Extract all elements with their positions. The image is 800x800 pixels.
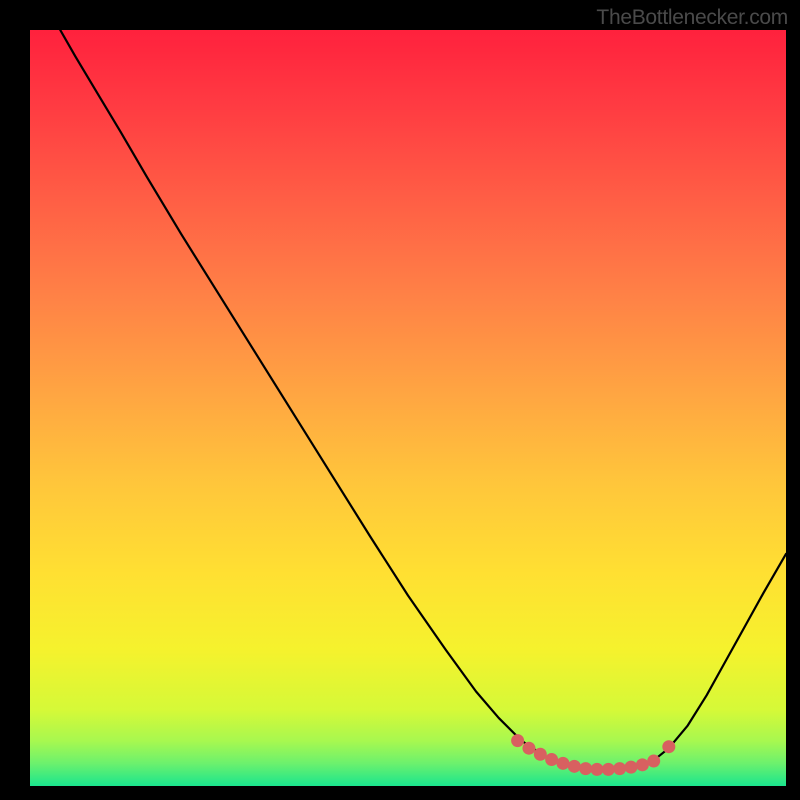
marker-point: [568, 760, 581, 773]
marker-point: [522, 742, 535, 755]
marker-point: [662, 740, 675, 753]
marker-point: [636, 758, 649, 771]
marker-group: [511, 734, 675, 776]
plot-area: [30, 30, 786, 786]
watermark-text: TheBottlenecker.com: [596, 6, 788, 30]
marker-point: [613, 762, 626, 775]
bottleneck-curve: [60, 30, 786, 769]
marker-point: [647, 755, 660, 768]
marker-point: [545, 753, 558, 766]
marker-point: [591, 763, 604, 776]
marker-point: [556, 757, 569, 770]
chart-svg: [30, 30, 786, 786]
marker-point: [579, 762, 592, 775]
marker-point: [625, 761, 638, 774]
marker-point: [511, 734, 524, 747]
marker-point: [602, 763, 615, 776]
marker-point: [534, 748, 547, 761]
